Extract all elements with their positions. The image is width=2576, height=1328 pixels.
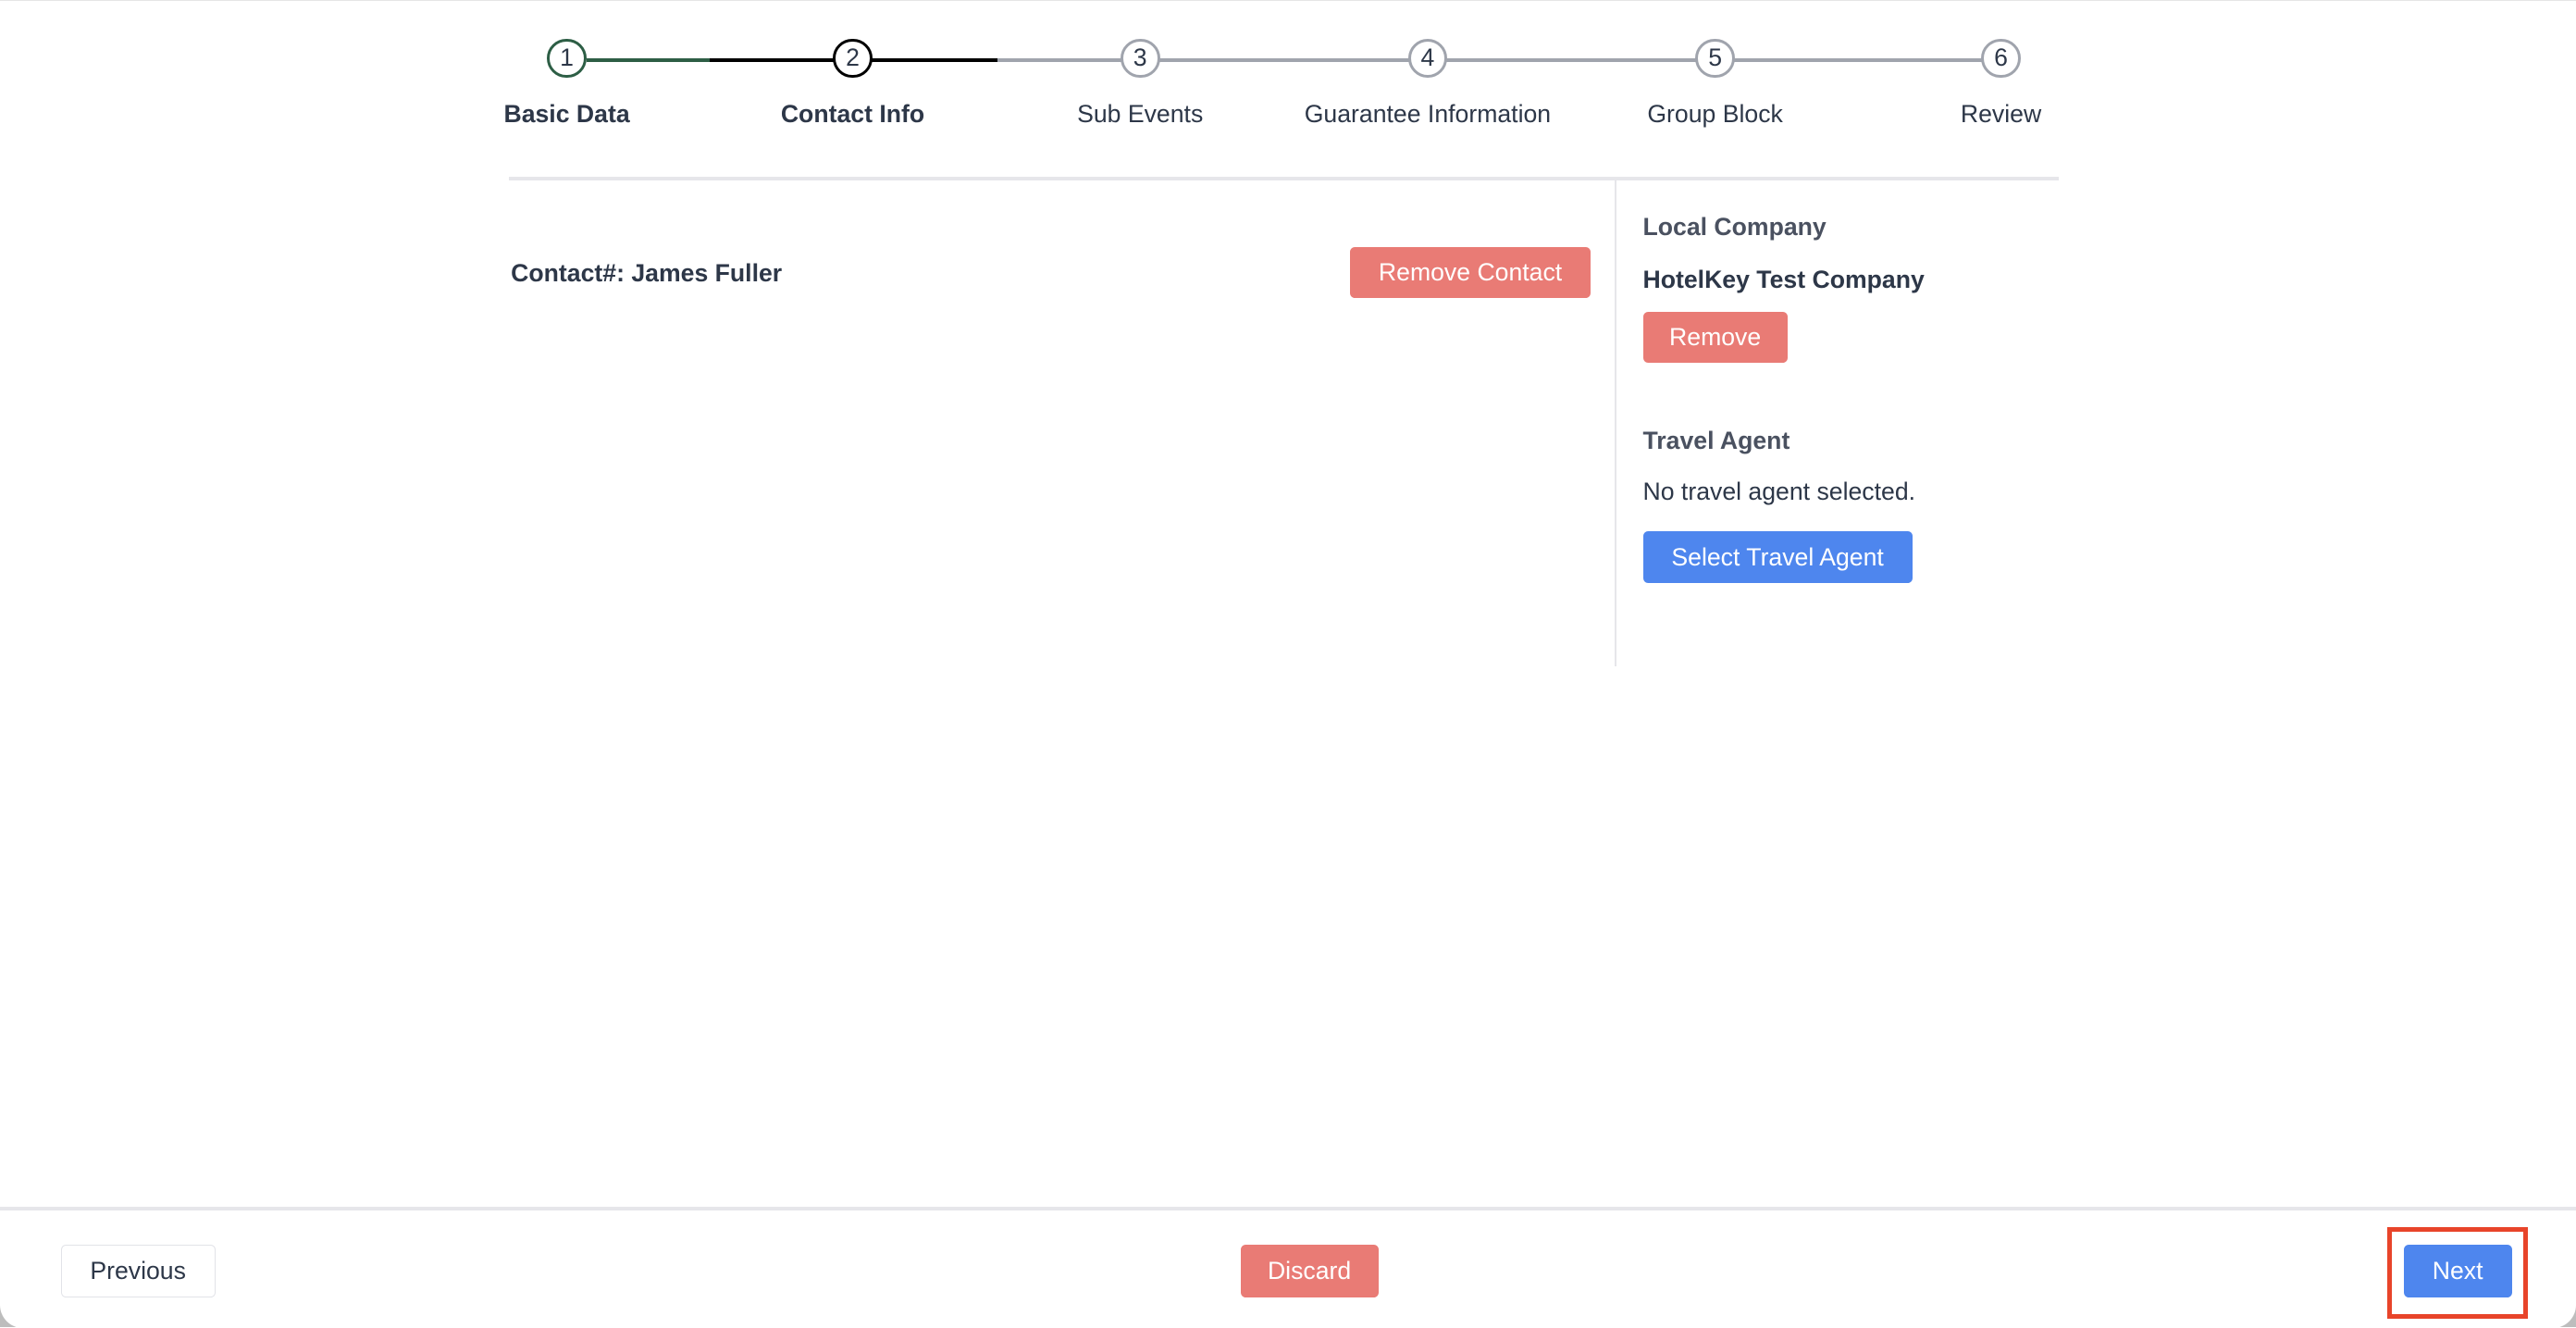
step-5-label[interactable]: Group Block (1647, 99, 1783, 128)
step-connector (997, 58, 2003, 62)
step-6-circle[interactable]: 6 (1981, 38, 2021, 79)
step-3-circle[interactable]: 3 (1120, 38, 1160, 79)
divider (509, 176, 2059, 180)
remove-contact-button[interactable]: Remove Contact (1350, 247, 1591, 299)
step-1-label[interactable]: Basic Data (503, 99, 630, 128)
local-company-heading: Local Company (1642, 213, 1827, 242)
step-connector (586, 58, 710, 62)
step-3-label[interactable]: Sub Events (1077, 99, 1204, 128)
step-4-label[interactable]: Guarantee Information (1304, 99, 1552, 128)
next-button[interactable]: Next (2403, 1245, 2512, 1297)
step-6-label[interactable]: Review (1960, 99, 2042, 128)
remove-company-button[interactable]: Remove (1642, 311, 1788, 363)
highlight-box (2386, 1226, 2529, 1319)
travel-agent-empty-text: No travel agent selected. (1642, 477, 1916, 505)
select-travel-agent-button[interactable]: Select Travel Agent (1642, 531, 1913, 583)
vertical-divider (1615, 180, 1617, 667)
local-company-name: HotelKey Test Company (1642, 265, 1925, 293)
step-5-circle[interactable]: 5 (1695, 38, 1735, 79)
footer-divider (0, 1207, 2576, 1210)
step-2-circle[interactable]: 2 (833, 38, 873, 79)
contact-title: Contact#: James Fuller (511, 258, 783, 287)
previous-button[interactable]: Previous (60, 1245, 216, 1297)
step-1-circle[interactable]: 1 (547, 38, 587, 79)
travel-agent-heading: Travel Agent (1642, 426, 1790, 454)
step-2-label[interactable]: Contact Info (780, 99, 925, 128)
discard-button[interactable]: Discard (1240, 1245, 1379, 1297)
step-4-circle[interactable]: 4 (1407, 38, 1448, 79)
